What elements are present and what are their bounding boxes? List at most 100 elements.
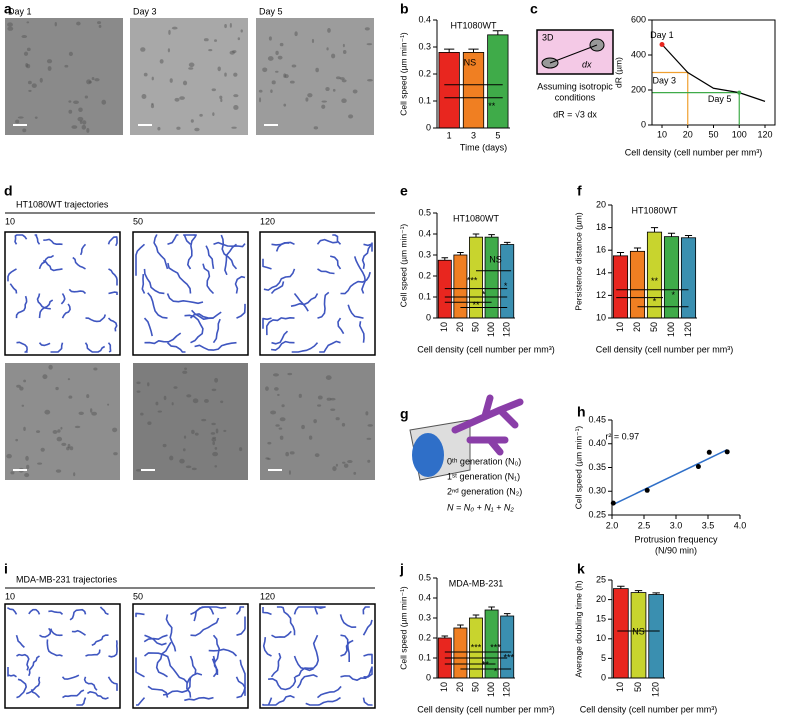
bar [487,34,509,129]
speck [212,441,216,446]
speck [229,22,232,28]
trajectory [147,685,169,698]
y-axis-label: Cell speed (µm min⁻¹) [573,426,583,510]
speck [212,112,215,116]
trajectory [28,655,40,677]
trajectory [91,634,109,647]
speck [24,472,30,478]
speck [278,427,283,430]
diagram-label: 3D [542,32,554,42]
speck [147,421,152,425]
speck [21,35,28,39]
speck [199,113,203,117]
speck [10,471,15,475]
y-tick-label: 0.25 [588,509,606,519]
x-axis-label: (N/90 min) [655,545,697,555]
speck [191,467,197,471]
panel-title: MDA-MB-231 trajectories [16,574,118,584]
trajectory [363,666,373,678]
speck [214,39,218,42]
speck [267,441,272,445]
speck [78,107,83,112]
trajectory [107,236,118,247]
speck [240,29,243,33]
speck [301,424,305,430]
trajectory [30,689,41,699]
speck [279,417,286,422]
bar [484,236,499,319]
speck [23,426,26,432]
speck [23,379,27,383]
speck [223,429,227,433]
speck [212,436,217,439]
y-axis-label: Cell speed (µm min⁻¹) [398,224,408,308]
trajectory [293,293,309,312]
trajectory [162,676,192,696]
trajectory [193,606,215,622]
trajectory [166,655,189,684]
speck [326,47,329,51]
y-tick-label: 0.40 [588,438,606,448]
speck [90,408,93,413]
trajectory [186,672,203,698]
y-tick-label: 0.2 [418,632,431,642]
speck [231,126,237,129]
x-tick-label: 50 [633,682,643,692]
trajectory [363,653,373,664]
trajectory [353,256,366,294]
error-bar [503,613,511,616]
trajectory [15,295,28,319]
trajectory [212,318,221,344]
speck [40,447,45,452]
annotation: *** [490,642,501,652]
speck [91,411,97,416]
speck [98,24,102,28]
speck [289,80,295,84]
speck [317,395,323,400]
trajectory [212,634,220,663]
image-label: Day 1 [8,6,32,16]
speck [34,116,38,119]
speck [42,374,48,380]
trajectory [84,342,106,353]
speck [258,89,263,93]
speck [169,455,174,461]
speck [215,428,219,434]
trajectory [208,648,238,657]
speck [97,21,102,25]
trajectory [167,234,179,246]
y-tick-label: 10 [596,312,606,322]
trajectory [60,293,66,305]
speck [188,67,194,70]
speck [169,78,173,83]
y-tick-label: 0.45 [588,414,606,424]
speck [277,55,283,60]
trajectory [275,241,295,252]
speck [26,64,31,69]
speck [93,367,98,371]
speck [6,453,12,459]
trajectory [347,304,364,319]
annotation: ** [472,300,480,310]
trajectory [108,640,118,658]
speck [288,470,291,475]
annotation: ** [488,101,496,111]
speck [61,442,67,446]
speck [68,395,73,399]
speck [366,437,372,440]
speck [140,412,144,416]
trajectory [15,634,25,648]
speck [16,384,21,388]
trajectory [71,629,86,636]
speck [224,72,227,77]
speck [182,80,188,86]
trajectory [211,658,218,678]
trajectory [271,630,292,639]
speck [313,126,319,130]
bar [612,255,629,319]
speck [314,453,320,458]
x-tick-label: 10 [439,682,449,692]
trajectory [135,243,146,276]
trajectory [68,288,87,295]
trajectory [236,659,246,699]
